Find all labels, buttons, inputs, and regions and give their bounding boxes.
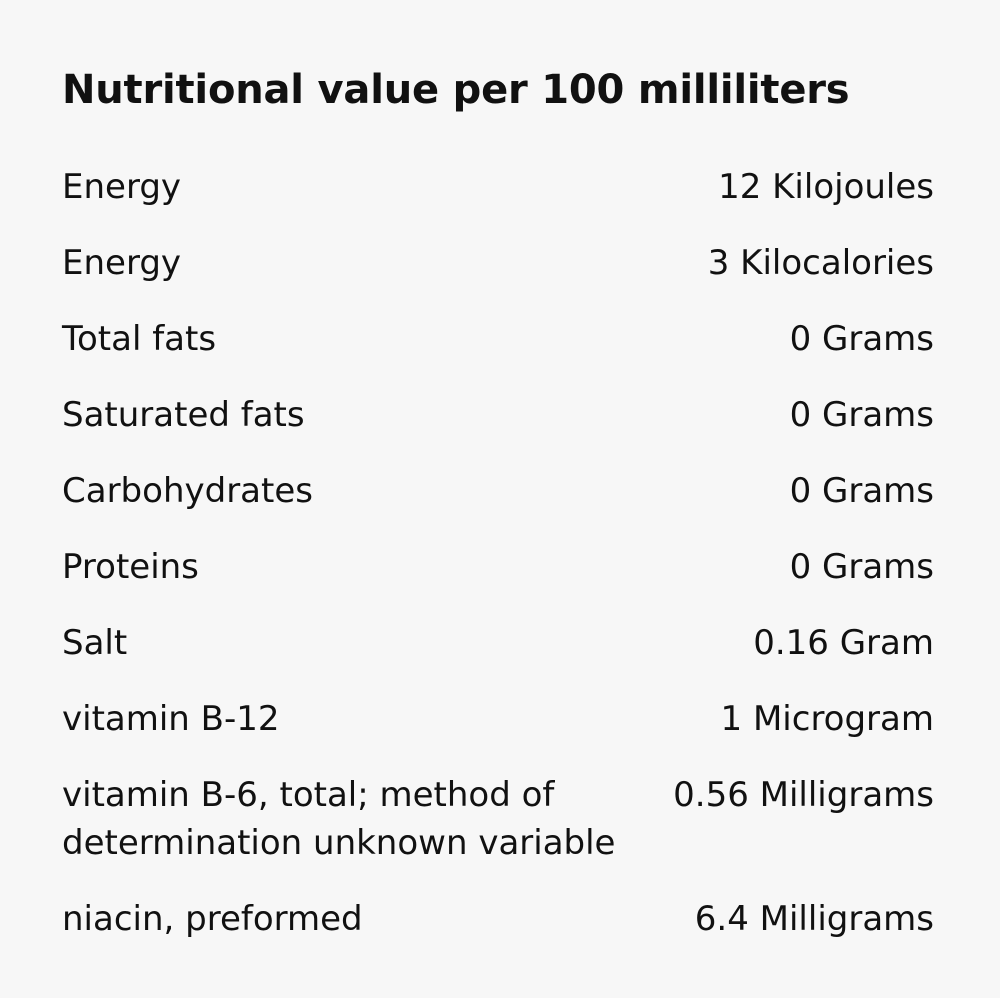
nutrient-label: Carbohydrates bbox=[62, 471, 313, 511]
nutrient-label: Energy bbox=[62, 167, 182, 207]
nutrient-value: 0.56 Milligrams bbox=[673, 775, 934, 815]
nutrient-value: 6.4 Milligrams bbox=[694, 899, 934, 939]
nutrient-value: 0 Grams bbox=[789, 471, 934, 511]
nutrient-value: 0 Grams bbox=[789, 547, 934, 587]
nutrient-row: Proteins 0 Grams bbox=[62, 543, 934, 591]
nutrient-label: Salt bbox=[62, 623, 128, 663]
nutrient-label: niacin, preformed bbox=[62, 899, 363, 939]
nutrient-value: 1 Microgram bbox=[720, 699, 934, 739]
nutrient-label: Total fats bbox=[62, 319, 217, 359]
nutrient-row: vitamin B-12 1 Microgram bbox=[62, 695, 934, 743]
nutrient-label: Proteins bbox=[62, 547, 199, 587]
nutrient-row: Energy 12 Kilojoules bbox=[62, 163, 934, 211]
nutrient-row: Energy 3 Kilocalories bbox=[62, 239, 934, 287]
nutrient-label: vitamin B-6, total; method of determinat… bbox=[62, 775, 616, 863]
nutrient-row: Carbohydrates 0 Grams bbox=[62, 467, 934, 515]
nutrient-row: Total fats 0 Grams bbox=[62, 315, 934, 363]
nutrient-value: 3 Kilocalories bbox=[707, 243, 934, 283]
nutrient-value: 0.16 Gram bbox=[753, 623, 934, 663]
nutrient-row: Saturated fats 0 Grams bbox=[62, 391, 934, 439]
nutrition-table: Energy 12 Kilojoules Energy 3 Kilocalori… bbox=[62, 163, 934, 943]
nutrient-label: Energy bbox=[62, 243, 182, 283]
nutrient-value: 0 Grams bbox=[789, 395, 934, 435]
nutrition-title: Nutritional value per 100 milliliters bbox=[62, 67, 850, 113]
nutrient-row: vitamin B-6, total; method of determinat… bbox=[62, 771, 934, 867]
nutrient-row: niacin, preformed 6.4 Milligrams bbox=[62, 895, 934, 943]
nutrient-label: vitamin B-12 bbox=[62, 699, 280, 739]
nutrient-value: 12 Kilojoules bbox=[718, 167, 934, 207]
nutrient-row: Salt 0.16 Gram bbox=[62, 619, 934, 667]
nutrient-label: Saturated fats bbox=[62, 395, 305, 435]
nutrient-value: 0 Grams bbox=[789, 319, 934, 359]
